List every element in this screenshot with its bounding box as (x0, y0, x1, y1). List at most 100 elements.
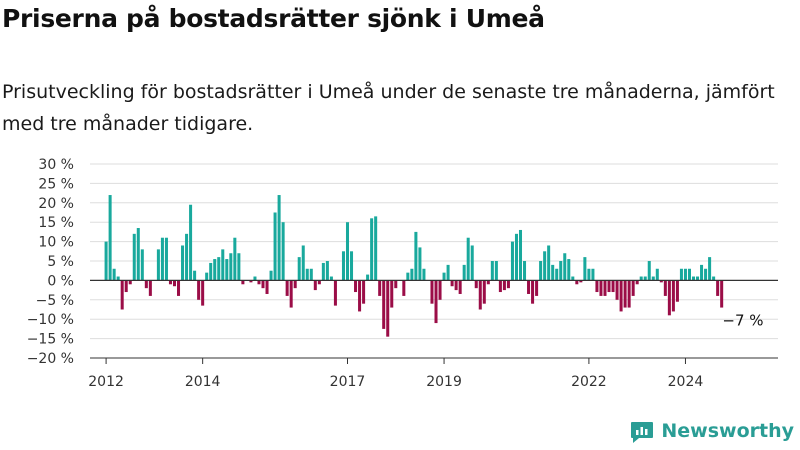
bar (285, 280, 289, 296)
bar (547, 245, 551, 281)
bar (418, 247, 422, 281)
x-tick-label: 2012 (88, 374, 124, 390)
annotations: −7 % (722, 312, 763, 330)
bar (539, 261, 543, 281)
bar (543, 251, 547, 281)
newsworthy-logo-icon (631, 422, 654, 443)
bars (104, 195, 724, 337)
bar (627, 280, 631, 308)
bar (607, 280, 611, 293)
bar (712, 276, 716, 281)
bar (362, 280, 366, 304)
bar (466, 237, 470, 281)
bar (494, 261, 498, 281)
bar (233, 237, 237, 281)
bar (623, 280, 627, 308)
bar (116, 276, 120, 281)
bar (591, 268, 595, 281)
y-tick-label: −15 % (27, 332, 74, 348)
bar (619, 280, 623, 312)
bar (506, 280, 510, 289)
bar (583, 257, 587, 281)
bar (700, 264, 704, 281)
bar (651, 276, 655, 281)
y-tick-label: −5 % (36, 293, 74, 309)
bar (434, 280, 438, 324)
bar (679, 268, 683, 281)
y-tick-label: 30 % (38, 157, 74, 173)
bar (309, 268, 313, 281)
bar (104, 241, 108, 281)
bar (201, 280, 205, 306)
bar (112, 268, 116, 281)
y-tick-label: 0 % (47, 273, 74, 289)
bar (217, 257, 221, 281)
bar (655, 268, 659, 281)
bar (631, 280, 635, 296)
y-tick-label: 20 % (38, 196, 74, 212)
bar (177, 280, 181, 296)
bar (667, 280, 671, 316)
bar (518, 229, 523, 281)
chart-title: Priserna på bostadsrätter sjönk i Umeå (2, 4, 545, 33)
bar (124, 280, 128, 293)
brand-name: Newsworthy (661, 420, 794, 442)
bar (406, 272, 410, 281)
x-axis: 2012 2014 2017 2019 2022 2024 (88, 357, 778, 390)
bar (502, 280, 506, 291)
bar (696, 276, 700, 281)
chart-subtitle: Prisutveckling för bostadsrätter i Umeå … (2, 81, 775, 135)
bar (422, 268, 426, 281)
bar (329, 276, 333, 281)
last-value-label: −7 % (722, 312, 763, 330)
bar (273, 212, 277, 281)
x-tick-label: 2019 (426, 374, 462, 390)
bar (382, 280, 386, 329)
bar (446, 264, 450, 281)
y-tick-label: −10 % (27, 312, 74, 328)
bar (474, 280, 478, 289)
bar (659, 280, 663, 283)
bar (164, 237, 168, 281)
bar (197, 280, 201, 300)
bar (350, 251, 354, 281)
y-axis-labels: 30 % 25 % 20 % 15 % 10 % 5 % 0 % −5 % −10 % −15 %… (27, 157, 74, 367)
bar (450, 280, 454, 287)
bar (378, 280, 382, 296)
bar (498, 280, 502, 293)
brand: Newsworthy (629, 418, 794, 444)
bar (478, 280, 482, 310)
y-tick-label: 15 % (38, 215, 74, 231)
bar (374, 216, 378, 281)
bar (321, 262, 325, 281)
bar (221, 249, 225, 281)
bar (136, 228, 140, 281)
bar (454, 280, 458, 291)
bar (531, 280, 535, 304)
bar (241, 280, 245, 285)
bar (490, 261, 494, 281)
bar (390, 280, 394, 308)
y-tick-label: −20 % (27, 351, 74, 367)
bar (414, 231, 418, 281)
bar (716, 280, 720, 296)
bar (386, 280, 390, 337)
bar (523, 261, 527, 281)
bar (354, 280, 358, 293)
bar (185, 233, 189, 281)
bar (181, 245, 185, 281)
bar (575, 280, 579, 285)
bar (462, 264, 466, 281)
bar (647, 261, 651, 281)
bar (603, 280, 607, 296)
bar (132, 233, 136, 281)
bar (172, 280, 177, 287)
bar (720, 280, 724, 308)
bar (297, 257, 301, 281)
bar (708, 257, 712, 281)
gridlines (90, 163, 778, 359)
bar (458, 280, 462, 294)
bar (514, 233, 518, 281)
bar (571, 276, 575, 281)
x-tick-label: 2024 (668, 374, 704, 390)
